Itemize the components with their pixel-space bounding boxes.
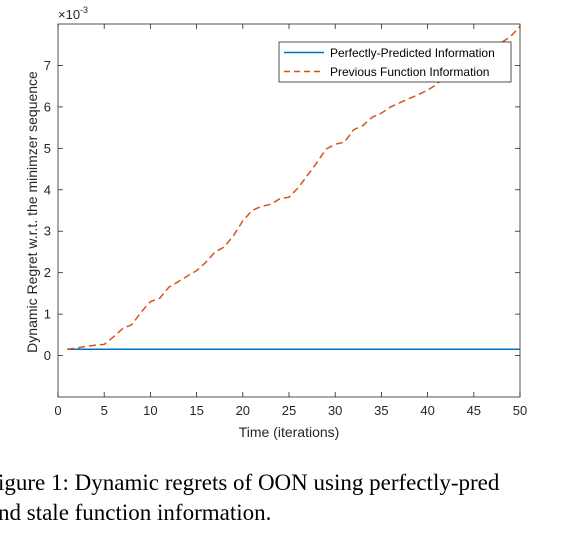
caption-line-1: igure 1: Dynamic regrets of OON using pe… [0, 470, 500, 495]
x-tick-label: 5 [101, 403, 108, 418]
y-tick-label: 3 [44, 224, 51, 239]
x-tick-label: 50 [513, 403, 527, 418]
x-axis-ticks: 0 5 10 15 20 25 30 35 40 45 50 [54, 24, 527, 418]
y-tick-label: 1 [44, 307, 51, 322]
x-tick-label: 15 [189, 403, 203, 418]
y-tick-label: 4 [44, 182, 51, 197]
y-tick-label: 2 [44, 265, 51, 280]
y-scale-label: ×10-3 [58, 5, 88, 22]
legend-box [278, 41, 512, 83]
legend-label-previous: Previous Function Information [330, 65, 489, 79]
y-tick-label: 6 [44, 99, 51, 114]
figure-caption: igure 1: Dynamic regrets of OON using pe… [0, 468, 587, 528]
series-line-previous [67, 25, 521, 351]
y-axis-ticks: 0 1 2 3 4 5 6 7 [44, 58, 520, 363]
y-tick-label: 5 [44, 141, 51, 156]
caption-line-2: nd stale function information. [0, 500, 272, 525]
plot-area [57, 23, 521, 398]
y-tick-label: 0 [44, 348, 51, 363]
x-tick-label: 30 [328, 403, 342, 418]
y-tick-label: 7 [44, 58, 51, 73]
x-tick-label: 45 [467, 403, 481, 418]
x-tick-label: 0 [54, 403, 61, 418]
legend: Perfectly-Predicted Information Previous… [278, 41, 512, 83]
legend-label-perfect: Perfectly-Predicted Information [330, 46, 495, 60]
x-tick-label: 10 [143, 403, 157, 418]
series-layer [67, 25, 521, 351]
y-axis-title: Dynamic Regret w.r.t. the minimzer seque… [24, 71, 40, 353]
x-tick-label: 20 [236, 403, 250, 418]
x-tick-label: 25 [282, 403, 296, 418]
x-axis-title: Time (iterations) [239, 424, 340, 440]
x-tick-label: 35 [374, 403, 388, 418]
x-tick-label: 40 [420, 403, 434, 418]
